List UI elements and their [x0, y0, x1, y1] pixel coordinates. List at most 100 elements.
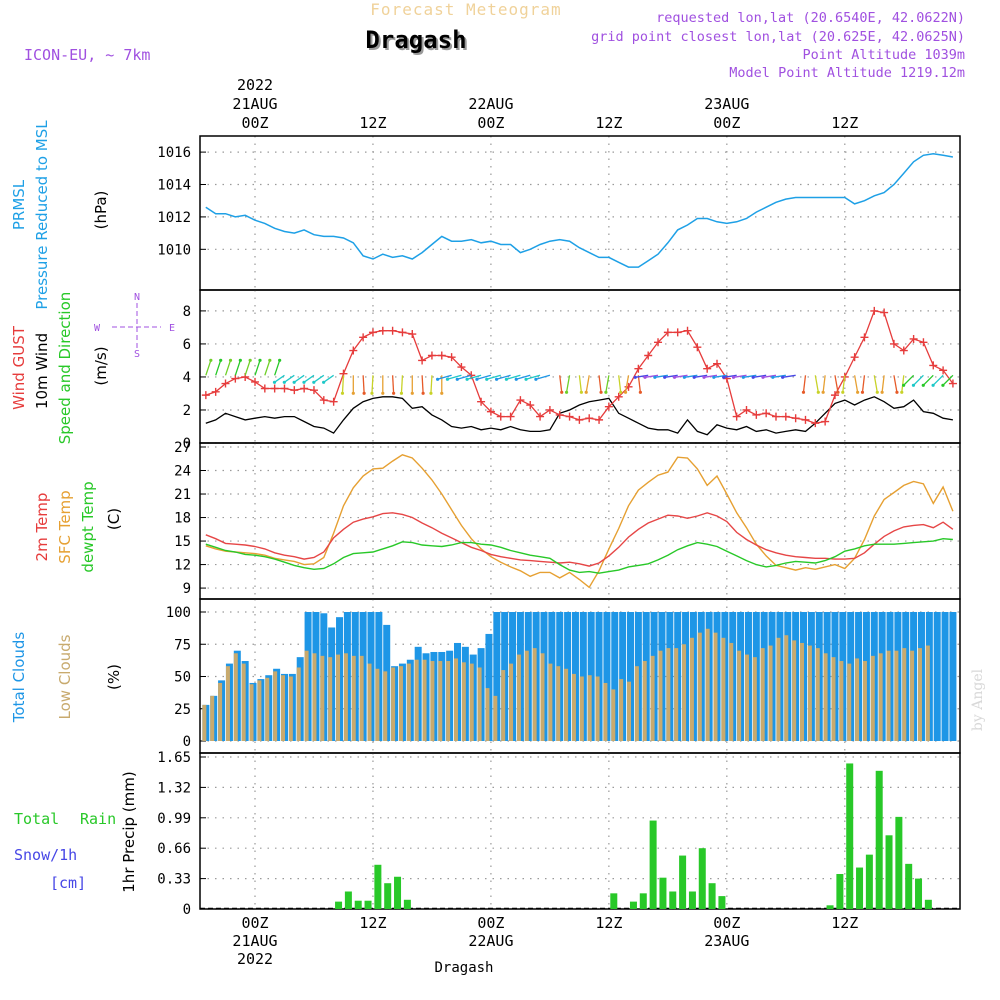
temp-unit-label: (C) [105, 508, 123, 530]
wind-arrow-head [751, 375, 755, 379]
rain-bar [629, 901, 637, 909]
gust-marker [506, 412, 515, 421]
gust-marker [319, 396, 328, 405]
temp-2m-label: 2m Temp [33, 493, 51, 562]
bottom-axis-label: 22AUG [468, 932, 513, 950]
low-clouds-bar [493, 695, 498, 741]
gust-marker [526, 401, 535, 410]
bottom-axis-label: 00Z [477, 914, 504, 932]
wind-arrow-head [911, 383, 916, 387]
y-tick-label: 24 [174, 464, 191, 480]
clouds-unit-label: (%) [105, 664, 123, 690]
wind-arrow-head [429, 391, 433, 395]
low-clouds-bar [210, 695, 215, 741]
low-clouds-bar [886, 650, 891, 741]
wind-arrow-head [731, 375, 736, 379]
gust-marker [860, 333, 869, 342]
wind-direction-arrow [893, 375, 898, 393]
wind-arrow-head [485, 377, 489, 381]
wind-direction-arrow [753, 374, 767, 378]
wind-arrow-head [672, 375, 677, 379]
wind-arrow-head [836, 390, 840, 394]
low-clouds-bar [312, 653, 317, 741]
gust-marker [309, 386, 318, 395]
wind-direction-arrow [283, 374, 295, 383]
wind-arrow-head [931, 383, 935, 387]
wind-arrow-head [564, 390, 569, 394]
gust-marker [486, 407, 495, 416]
y-tick-label: 8 [183, 304, 191, 320]
y-tick-label: 75 [174, 637, 191, 653]
wind-arrow-head [238, 358, 242, 362]
wind-direction-arrow [684, 374, 698, 378]
wind-arrow-head [370, 391, 374, 395]
total-clouds-bar [603, 612, 611, 741]
y-tick-label: 0.33 [157, 872, 191, 888]
wind-direction-arrow [254, 360, 261, 376]
low-clouds-bar [438, 661, 443, 741]
wind-arrow-head [856, 390, 860, 394]
wind-direction-arrow [274, 360, 281, 376]
temp-panel-labels: 2m Temp SFC Temp dewpt Temp (C) [33, 481, 123, 572]
total-clouds-bar [627, 612, 635, 741]
gust-marker [939, 366, 948, 375]
wind-direction-arrow [457, 374, 472, 380]
gust-marker [280, 384, 289, 393]
gust-marker [644, 351, 653, 360]
wind-direction-arrow [496, 374, 511, 380]
model-altitude: Model Point Altitude 1219.12m [729, 65, 965, 81]
wind-direction-arrow [466, 374, 482, 380]
rain-bar [698, 848, 706, 909]
compass-rose: N S W E [94, 292, 175, 360]
gust-marker [201, 391, 210, 400]
gust-marker [359, 333, 368, 342]
wind-arrow-head [692, 375, 696, 379]
low-clouds-bar [225, 666, 230, 741]
gust-marker [437, 351, 446, 360]
low-clouds-bar [768, 645, 773, 741]
wind-direction-arrow [598, 375, 602, 393]
low-clouds-bar [800, 642, 805, 741]
low-clouds-bar [595, 676, 600, 741]
wind-direction-arrow [694, 374, 708, 378]
gust-marker [565, 412, 574, 421]
gust-marker [211, 387, 220, 396]
low-clouds-bar [398, 666, 403, 741]
top-axis-label: 12Z [831, 114, 858, 132]
low-clouds-label: Low Clouds [56, 634, 74, 719]
low-clouds-bar [729, 642, 734, 741]
gust-marker [614, 392, 623, 401]
low-clouds-bar [328, 657, 333, 741]
wind-direction-arrow [244, 360, 251, 376]
wind-arrow-head [340, 391, 345, 395]
low-clouds-bar [705, 628, 710, 741]
wind-arrow-head [504, 377, 509, 381]
wind-arrow-head [900, 390, 904, 394]
rain-bar [718, 896, 726, 909]
y-tick-label: 15 [174, 534, 191, 550]
low-clouds-bar [430, 661, 435, 741]
wind-direction-arrow [535, 374, 551, 380]
gust-marker [781, 412, 790, 421]
wind-direction-arrow [932, 374, 944, 386]
wind-speed-dir-label: Speed and Direction [56, 292, 74, 445]
low-clouds-bar [721, 637, 726, 741]
compass-s: S [134, 349, 140, 360]
wind-panel-labels: Wind GUST 10m Wind Speed and Direction (… [10, 292, 175, 445]
rain-bar [354, 900, 362, 909]
wind-arrow-head [514, 377, 518, 381]
wind-arrow-head [880, 390, 884, 394]
low-clouds-bar [571, 673, 576, 741]
rain-bar [669, 891, 677, 909]
wind-direction-arrow [578, 375, 583, 393]
wind-panel: 0 2 4 6 8 [183, 289, 961, 452]
wind-arrow-head [875, 390, 879, 394]
pressure-msl-label: Pressure Reduced to MSL [33, 120, 51, 310]
rain-bar [364, 900, 372, 909]
wind-direction-arrow [293, 374, 305, 383]
gust-marker [870, 306, 879, 315]
wind-arrow-head [702, 375, 706, 379]
low-clouds-bar [776, 637, 781, 741]
low-clouds-bar [509, 663, 514, 741]
rain-bar [659, 877, 667, 909]
